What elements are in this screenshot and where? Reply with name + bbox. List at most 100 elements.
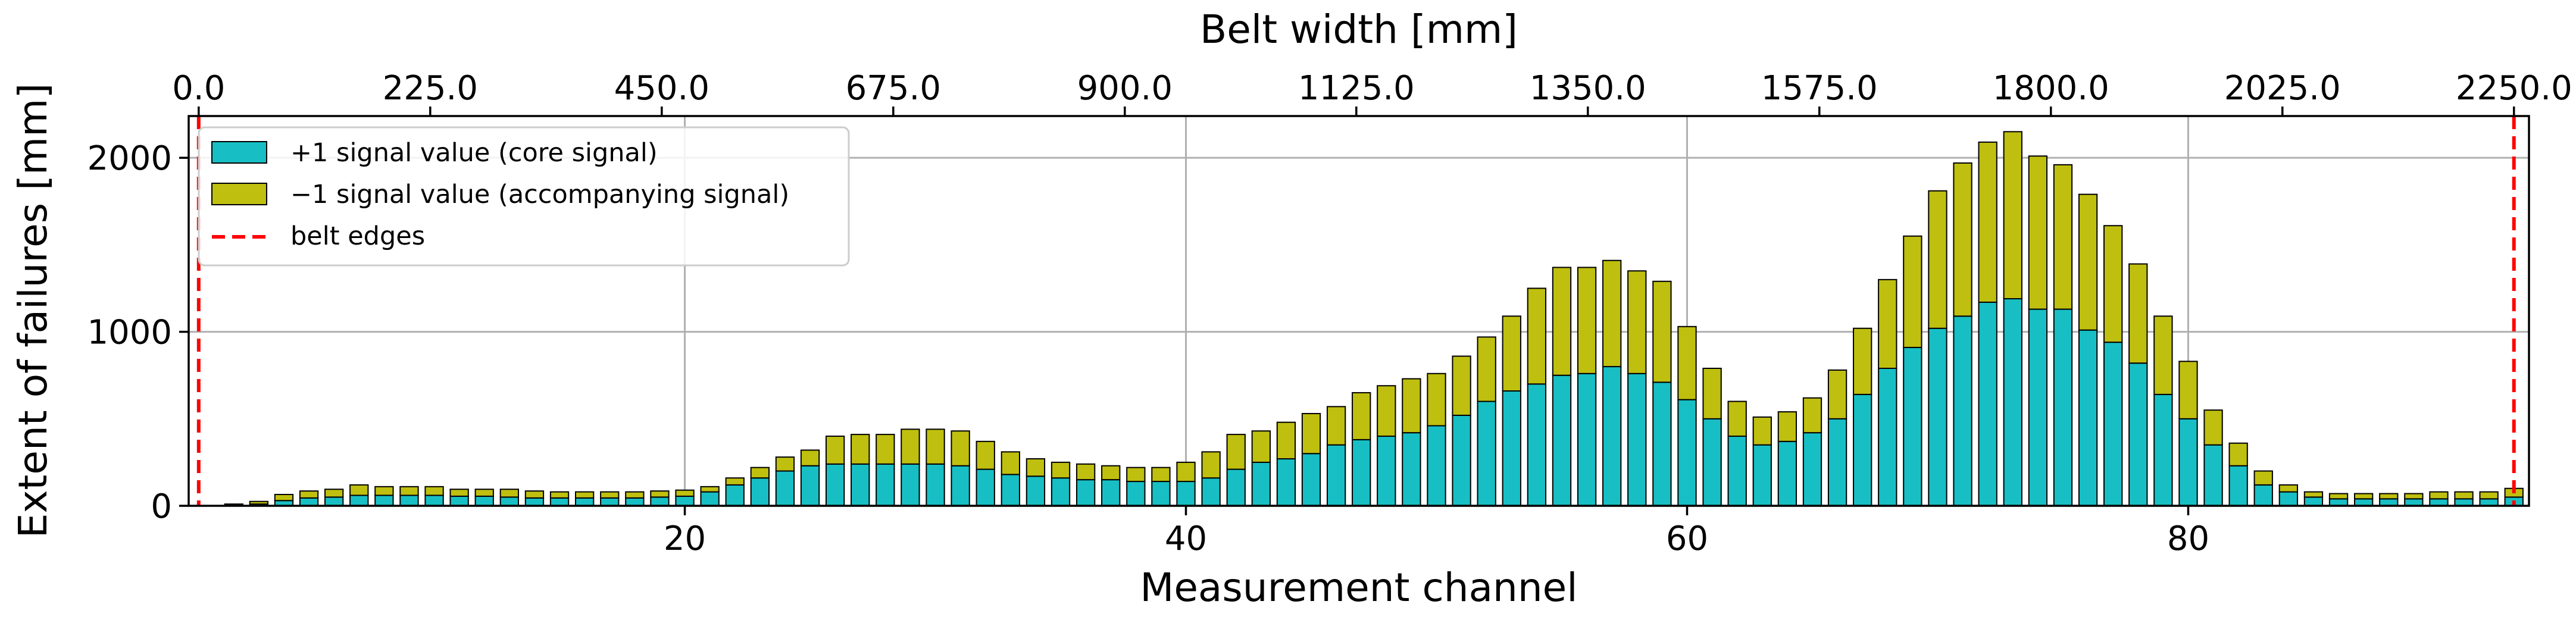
bar-core-ch5: [299, 497, 319, 506]
bar-accompanying-ch84: [2278, 484, 2299, 493]
bar-core-ch54: [1527, 383, 1547, 506]
x-axis: 20 40 60 80: [664, 506, 2209, 558]
bar-core-ch55: [1552, 374, 1572, 506]
bar-core-ch70: [1928, 327, 1947, 507]
bar-accompanying-ch14: [524, 490, 545, 499]
bar-core-ch76: [2078, 329, 2098, 506]
bar-core-ch73: [2003, 298, 2022, 506]
bar-accompanying-ch86: [2328, 493, 2349, 500]
bar-accompanying-ch57: [1602, 259, 1622, 368]
bar-core-ch90: [2429, 498, 2449, 507]
bar-accompanying-ch22: [725, 477, 745, 486]
top-x-tick-label: 1350.0: [1530, 69, 1646, 108]
bar-core-ch78: [2128, 362, 2148, 506]
bar-core-ch8: [374, 494, 394, 507]
bar-core-ch7: [349, 494, 369, 507]
bar-core-ch67: [1853, 393, 1872, 506]
bar-core-ch63: [1752, 444, 1772, 506]
top-x-tick-label: 675.0: [846, 69, 941, 108]
y-axis: 0 1000 2000: [87, 139, 189, 526]
bar-core-ch35: [1051, 477, 1071, 507]
bar-core-ch27: [851, 463, 870, 506]
bar-core-ch38: [1126, 481, 1146, 506]
bar-core-ch57: [1602, 366, 1622, 506]
bar-core-ch46: [1326, 444, 1346, 506]
top-x-axis: 0.0 225.0 450.0 675.0 900.0 1125.0 1350.0 1575.…: [172, 69, 2572, 116]
bar-core-ch61: [1702, 418, 1722, 506]
top-x-tick-label: 900.0: [1077, 69, 1173, 108]
bar-core-ch6: [324, 496, 344, 506]
bar-accompanying-ch73: [2003, 131, 2022, 300]
top-x-tick-label: 0.0: [172, 69, 225, 108]
bar-accompanying-ch75: [2053, 164, 2073, 310]
bar-core-ch86: [2328, 498, 2349, 507]
bar-core-ch58: [1627, 373, 1647, 507]
bar-accompanying-ch9: [399, 486, 419, 496]
bar-accompanying-ch23: [750, 467, 770, 479]
bar-core-ch12: [474, 495, 494, 507]
bar-accompanying-ch63: [1752, 416, 1772, 446]
bar-accompanying-ch13: [499, 489, 520, 498]
bar-core-ch68: [1878, 367, 1897, 507]
bar-core-ch42: [1226, 468, 1246, 506]
bar-core-ch56: [1577, 373, 1597, 507]
bar-core-ch41: [1201, 477, 1221, 507]
bar-accompanying-ch34: [1026, 458, 1046, 477]
bar-accompanying-ch90: [2429, 491, 2449, 500]
bar-core-ch81: [2203, 444, 2223, 506]
bar-accompanying-ch89: [2404, 493, 2424, 500]
bar-core-ch75: [2053, 308, 2073, 506]
bar-core-ch65: [1802, 432, 1822, 506]
bar-accompanying-ch39: [1151, 467, 1171, 483]
bar-accompanying-ch33: [1001, 451, 1020, 475]
bar-accompanying-ch66: [1827, 369, 1847, 420]
bar-accompanying-ch77: [2103, 225, 2123, 343]
bar-core-ch16: [575, 497, 595, 506]
bar-core-ch39: [1151, 481, 1171, 506]
bar-accompanying-ch78: [2128, 263, 2148, 364]
bar-accompanying-ch44: [1276, 421, 1296, 460]
bar-accompanying-ch76: [2078, 193, 2098, 331]
bar-core-ch83: [2253, 484, 2273, 506]
x-tick-label: 80: [2167, 519, 2209, 558]
bar-core-ch33: [1001, 474, 1020, 507]
top-x-tick-label: 1575.0: [1761, 69, 1878, 108]
bar-core-ch89: [2404, 498, 2424, 507]
bar-accompanying-ch36: [1076, 463, 1096, 481]
legend-swatch-accompanying: [211, 183, 267, 205]
bar-core-ch43: [1251, 461, 1271, 507]
bar-accompanying-ch26: [825, 436, 845, 465]
bar-core-ch77: [2103, 342, 2123, 506]
bar-core-ch18: [625, 497, 645, 506]
bar-core-ch24: [775, 470, 795, 507]
bar-accompanying-ch29: [901, 428, 920, 465]
bar-accompanying-ch92: [2479, 491, 2499, 500]
bar-core-ch71: [1953, 315, 1972, 507]
bar-accompanying-ch18: [625, 491, 645, 499]
bar-core-ch47: [1352, 439, 1371, 506]
bar-accompanying-ch58: [1627, 270, 1647, 374]
bar-core-ch84: [2278, 491, 2299, 506]
bar-core-ch92: [2479, 498, 2499, 507]
bar-accompanying-ch60: [1677, 325, 1697, 400]
bar-accompanying-ch27: [851, 434, 870, 465]
bar-core-ch29: [901, 463, 920, 506]
bar-core-ch53: [1502, 390, 1521, 506]
bar-accompanying-ch71: [1953, 162, 1972, 317]
bar-accompanying-ch3: [249, 500, 269, 505]
bar-accompanying-ch20: [675, 489, 695, 497]
bar-accompanying-ch65: [1802, 397, 1822, 434]
bar-accompanying-ch31: [951, 430, 970, 467]
bar-core-ch66: [1827, 418, 1847, 506]
bar-accompanying-ch11: [449, 489, 469, 497]
bar-core-ch52: [1477, 400, 1496, 507]
bar-accompanying-ch82: [2228, 442, 2248, 467]
bar-accompanying-ch10: [424, 486, 444, 496]
y-axis-label: Extent of failures [mm]: [10, 83, 56, 538]
bar-accompanying-ch59: [1652, 280, 1672, 383]
bar-accompanying-ch74: [2028, 155, 2048, 310]
bar-core-ch45: [1301, 453, 1321, 507]
bar-accompanying-ch69: [1903, 235, 1922, 348]
bar-accompanying-ch6: [324, 489, 344, 498]
